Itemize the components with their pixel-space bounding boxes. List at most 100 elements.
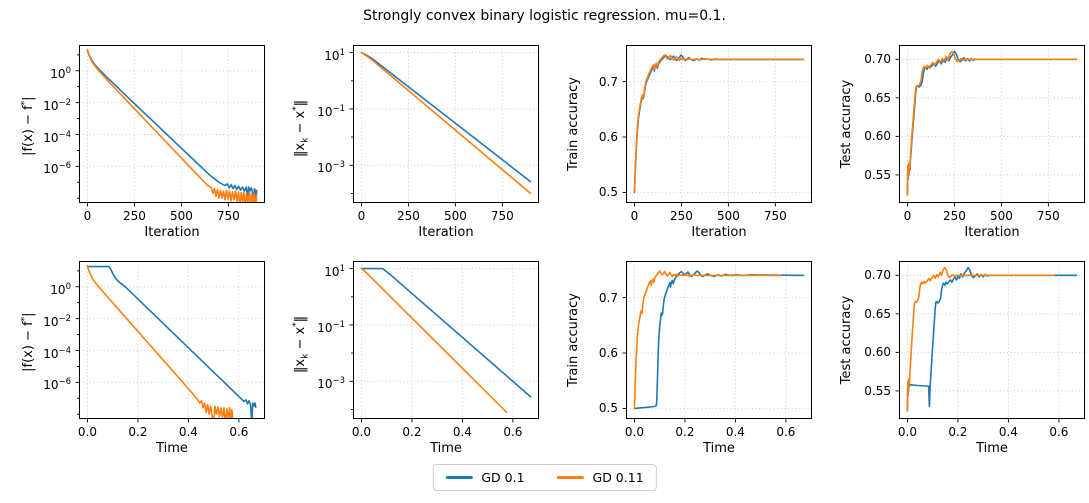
y-tick-label: 0.55 [864, 383, 891, 398]
y-tick-label: 0.65 [864, 306, 891, 321]
y-axis-label: ‖xk − x*‖ [291, 315, 311, 374]
x-tick-label: 500 [716, 209, 740, 223]
tick-marks [622, 81, 776, 207]
x-axis-label: Time [430, 441, 462, 456]
plot-area-fgap-vs-time [75, 261, 265, 423]
x-tick-label: 0.6 [1049, 425, 1069, 439]
tick-marks [622, 297, 787, 423]
plot-area-fgap-vs-iteration [75, 45, 265, 207]
plot-area-xdist-vs-iteration [349, 45, 539, 207]
gridlines [626, 45, 812, 203]
gridlines [899, 261, 1085, 419]
series-gd-0.1 [86, 265, 257, 419]
x-tick-label: 500 [169, 209, 193, 223]
series-gd-0.1 [633, 54, 805, 194]
x-axis-label: Time [156, 441, 188, 456]
series-gd-0.11 [86, 49, 258, 203]
x-axis-label: Iteration [418, 225, 474, 240]
y-tick-label: 0.70 [864, 268, 891, 283]
plot-area-train-accuracy-vs-time [622, 261, 812, 423]
legend-label: GD 0.11 [592, 470, 644, 485]
y-tick-label: 0.7 [598, 74, 618, 89]
y-axis-label: Test accuracy [839, 295, 854, 385]
gridlines [353, 45, 539, 203]
plot-area-xdist-vs-time [349, 261, 539, 423]
tick-marks [349, 268, 514, 423]
y-tick-label: 0.6 [598, 346, 618, 361]
x-tick-label: 0.6 [503, 425, 523, 439]
y-axis-label: |f(x) − f*| [19, 96, 37, 156]
gridlines [353, 261, 539, 419]
series-gd-0.1 [86, 49, 258, 203]
y-axis-label: |f(x) − f*| [19, 312, 37, 372]
x-tick-label: 0.2 [675, 425, 695, 439]
x-tick-label: 250 [122, 209, 146, 223]
plot-area-test-accuracy-vs-iteration [895, 45, 1085, 207]
series-gd-0.11 [360, 267, 508, 414]
y-axis-label: Train accuracy [566, 293, 581, 387]
x-tick-label: 250 [396, 209, 420, 223]
y-tick-label: 0.60 [864, 345, 891, 360]
gridlines [626, 261, 812, 419]
x-tick-label: 0.4 [725, 425, 745, 439]
x-tick-label: 0.4 [998, 425, 1018, 439]
y-tick-label: 0.70 [864, 52, 891, 67]
x-tick-label: 0 [357, 209, 366, 223]
x-tick-label: 0.6 [776, 425, 796, 439]
y-tick-label: 0.65 [864, 90, 891, 105]
y-axis-label: ‖xk − x*‖ [291, 99, 311, 158]
x-tick-label: 750 [763, 209, 787, 223]
series-gd-0.11 [360, 51, 532, 195]
x-tick-label: 750 [1036, 209, 1060, 223]
x-tick-label: 0.4 [452, 425, 472, 439]
x-axis-label: Time [703, 441, 735, 456]
y-tick-label: 10−1 [317, 103, 345, 119]
y-tick-label: 10−2 [43, 97, 71, 113]
gridlines [79, 45, 265, 203]
y-tick-label: 0.5 [598, 185, 618, 200]
series-gd-0.1 [360, 267, 532, 398]
series-gd-0.1 [906, 266, 1078, 412]
series-gd-0.11 [633, 54, 805, 194]
x-tick-label: 0.0 [897, 425, 917, 439]
plot-area-test-accuracy-vs-time [895, 261, 1085, 423]
y-tick-label: 10−6 [43, 377, 71, 393]
tick-marks [75, 270, 240, 423]
legend-item-gd-0.1: GD 0.1 [445, 470, 525, 485]
y-tick-label: 0.7 [598, 290, 618, 305]
series-gd-0.11 [86, 265, 234, 419]
y-tick-label: 101 [324, 263, 345, 279]
series-gd-0.1 [906, 50, 1078, 196]
x-tick-label: 0.4 [178, 425, 198, 439]
x-tick-label: 750 [216, 209, 240, 223]
legend-label: GD 0.1 [481, 470, 525, 485]
x-tick-label: 0.2 [402, 425, 422, 439]
y-tick-label: 10−2 [43, 313, 71, 329]
series-gd-0.1 [633, 270, 805, 410]
y-tick-label: 10−4 [43, 345, 71, 361]
x-tick-label: 0.0 [351, 425, 371, 439]
y-tick-label: 0.60 [864, 129, 891, 144]
plot-area-train-accuracy-vs-iteration [622, 45, 812, 207]
tick-marks [895, 274, 1060, 423]
tick-marks [75, 54, 229, 207]
x-axis-label: Time [976, 441, 1008, 456]
y-axis-label: Test accuracy [839, 79, 854, 169]
legend-line-swatch-orange [556, 476, 584, 479]
x-axis-label: Iteration [144, 225, 200, 240]
y-tick-label: 0.6 [598, 130, 618, 145]
y-tick-label: 10−6 [43, 161, 71, 177]
y-tick-label: 0.5 [598, 401, 618, 416]
series-gd-0.11 [906, 266, 1055, 412]
legend-item-gd-0.11: GD 0.11 [556, 470, 644, 485]
x-tick-label: 500 [989, 209, 1013, 223]
x-tick-label: 0.0 [624, 425, 644, 439]
series-gd-0.1 [360, 51, 532, 183]
x-tick-label: 250 [669, 209, 693, 223]
